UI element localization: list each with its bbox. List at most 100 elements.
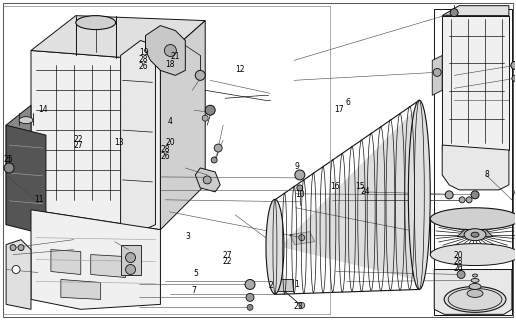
Polygon shape (280, 110, 414, 279)
Text: 9: 9 (295, 162, 300, 171)
Text: 27: 27 (73, 141, 83, 150)
Polygon shape (31, 16, 205, 60)
Circle shape (4, 163, 14, 173)
Text: 21: 21 (171, 52, 180, 61)
Circle shape (202, 115, 208, 121)
Text: 12: 12 (235, 65, 245, 74)
Polygon shape (195, 168, 220, 192)
Circle shape (511, 61, 516, 69)
Circle shape (245, 279, 255, 289)
Circle shape (512, 76, 516, 81)
Circle shape (299, 302, 305, 308)
Ellipse shape (469, 284, 481, 289)
Ellipse shape (471, 278, 479, 283)
Polygon shape (432, 55, 442, 95)
Bar (275, 279, 293, 292)
Circle shape (459, 197, 465, 203)
Text: 24: 24 (361, 187, 370, 196)
Polygon shape (442, 16, 509, 150)
Text: 17: 17 (334, 105, 344, 114)
Text: 26: 26 (160, 152, 170, 161)
Polygon shape (442, 145, 509, 190)
Ellipse shape (473, 274, 477, 277)
Text: 3: 3 (185, 232, 190, 241)
Text: 18: 18 (166, 60, 175, 69)
Polygon shape (6, 105, 31, 225)
Circle shape (12, 266, 20, 274)
Text: 11: 11 (35, 195, 44, 204)
Text: 1: 1 (294, 280, 299, 289)
Circle shape (299, 235, 305, 241)
Ellipse shape (266, 199, 284, 294)
Ellipse shape (430, 208, 516, 230)
Circle shape (125, 265, 136, 275)
Polygon shape (290, 232, 315, 244)
Text: 23: 23 (294, 302, 303, 311)
Text: 4: 4 (168, 116, 173, 126)
Circle shape (247, 304, 253, 310)
Ellipse shape (448, 288, 502, 310)
Text: 27: 27 (222, 251, 232, 260)
Circle shape (18, 244, 24, 251)
Polygon shape (434, 269, 512, 314)
Ellipse shape (467, 289, 483, 297)
Circle shape (433, 68, 441, 76)
Ellipse shape (444, 286, 506, 312)
Polygon shape (457, 220, 493, 237)
Ellipse shape (76, 16, 116, 29)
Text: 22: 22 (222, 258, 232, 267)
Circle shape (457, 270, 465, 278)
Circle shape (246, 293, 254, 301)
Polygon shape (160, 20, 205, 230)
Ellipse shape (19, 117, 33, 124)
Text: 15: 15 (356, 182, 365, 191)
Ellipse shape (430, 244, 516, 266)
Text: 2: 2 (268, 281, 273, 290)
Text: 16: 16 (330, 182, 340, 191)
Text: 26: 26 (139, 61, 149, 70)
Polygon shape (146, 26, 185, 76)
Polygon shape (6, 240, 31, 309)
Circle shape (205, 105, 215, 115)
Text: 10: 10 (295, 190, 304, 199)
Circle shape (125, 252, 136, 262)
Text: 19: 19 (139, 48, 149, 57)
Ellipse shape (471, 232, 479, 237)
Polygon shape (121, 41, 155, 240)
Text: 6: 6 (345, 98, 350, 107)
Circle shape (466, 197, 472, 203)
Ellipse shape (464, 229, 486, 241)
Text: 5: 5 (194, 268, 199, 278)
Circle shape (195, 70, 205, 80)
Bar (121, 244, 140, 275)
Circle shape (471, 191, 479, 199)
Circle shape (445, 191, 453, 199)
Text: 28: 28 (160, 145, 170, 154)
Text: 20: 20 (166, 138, 175, 147)
Ellipse shape (408, 100, 430, 289)
Polygon shape (61, 279, 101, 300)
Circle shape (203, 176, 211, 184)
Polygon shape (51, 250, 81, 275)
Circle shape (10, 244, 16, 251)
Text: 8: 8 (484, 170, 489, 179)
Text: 28: 28 (139, 55, 148, 64)
Polygon shape (91, 255, 125, 277)
Circle shape (214, 144, 222, 152)
Text: 14: 14 (38, 105, 48, 114)
Text: 28: 28 (453, 258, 463, 267)
Polygon shape (31, 51, 160, 230)
Text: 13: 13 (114, 138, 124, 147)
Circle shape (295, 170, 305, 180)
Circle shape (297, 185, 303, 191)
Circle shape (211, 157, 217, 163)
Polygon shape (442, 6, 509, 16)
Bar (434, 269, 512, 309)
Polygon shape (6, 125, 46, 235)
Circle shape (450, 9, 458, 17)
Text: 7: 7 (191, 286, 196, 295)
Polygon shape (31, 210, 160, 309)
Circle shape (165, 44, 176, 56)
Text: 20: 20 (453, 251, 463, 260)
Bar (434, 9, 512, 315)
